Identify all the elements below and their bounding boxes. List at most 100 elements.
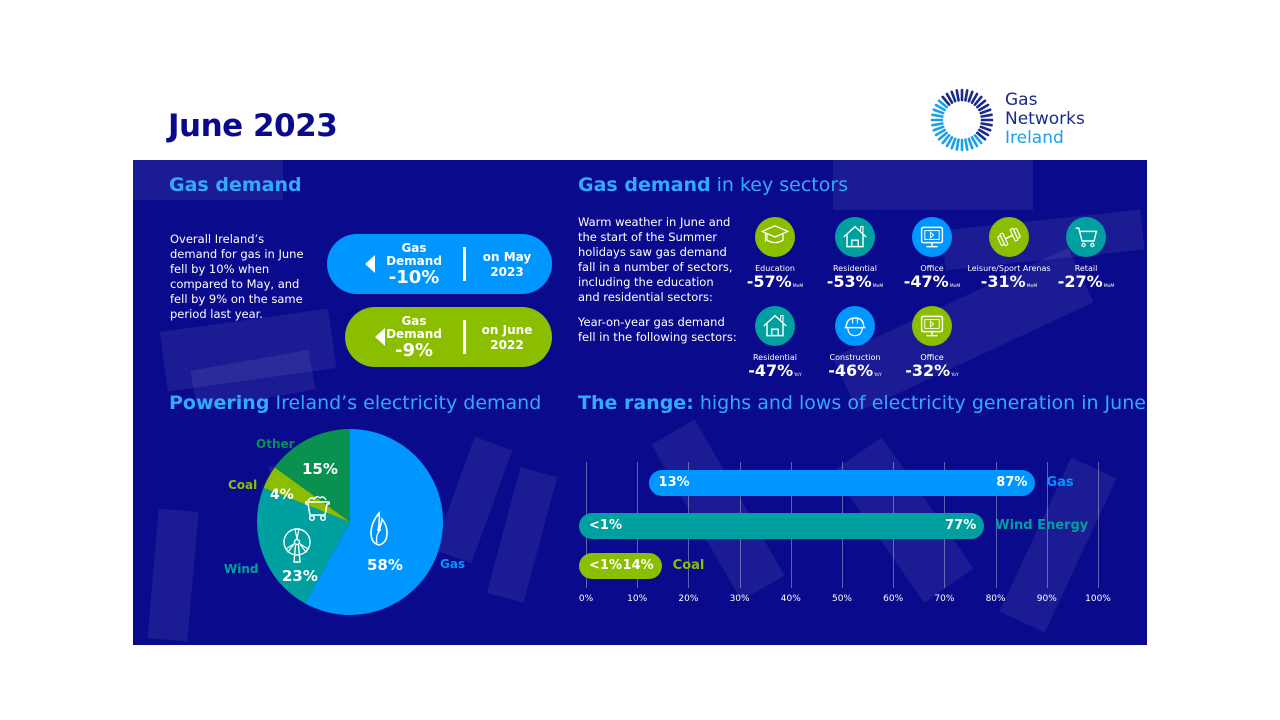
logo-ray bbox=[931, 122, 944, 127]
gas-demand-heading: Gas demand bbox=[169, 174, 302, 196]
sectors-mom-description: Warm weather in June and the start of th… bbox=[578, 215, 733, 304]
pill-period-line-1: on May bbox=[482, 250, 532, 264]
range-bar-gas: 13% 87% bbox=[648, 470, 1036, 496]
sectors-yoy-description: Year-on-year gas demand fell in the foll… bbox=[578, 315, 737, 344]
pill-label: Gas Demand -9% bbox=[382, 314, 446, 361]
pill-divider bbox=[463, 247, 466, 281]
sector-item: Office -32%YoY bbox=[877, 306, 987, 384]
pie-slice-other bbox=[274, 429, 350, 522]
logo-ray bbox=[979, 108, 992, 115]
sector-item: Residential -47%YoY bbox=[720, 306, 830, 384]
hard-hat-icon bbox=[835, 306, 875, 346]
logo-ray bbox=[978, 103, 990, 112]
sector-suffix: YoY bbox=[794, 373, 802, 378]
logo-ray bbox=[970, 92, 979, 104]
coal-cart-icon bbox=[305, 496, 330, 522]
pill-label-line-1: Gas bbox=[401, 241, 427, 255]
sector-value: -27%MoM bbox=[1057, 272, 1115, 291]
monitor-icon bbox=[912, 217, 952, 257]
sector-name: Education bbox=[755, 264, 795, 273]
logo-ray bbox=[964, 89, 969, 102]
x-tick-label: 30% bbox=[729, 594, 750, 604]
pill-value: -10% bbox=[388, 267, 440, 288]
range-low-label: <1% bbox=[589, 558, 622, 573]
logo-line-1: Gas bbox=[1005, 90, 1038, 110]
pie-value-gas: 58% bbox=[367, 556, 403, 574]
logo-ray bbox=[973, 95, 983, 106]
sector-value: -31%MoM bbox=[980, 272, 1038, 291]
sector-item: Construction -46%YoY bbox=[800, 306, 910, 384]
range-series-label: Wind Energy bbox=[995, 518, 1089, 533]
logo-ray bbox=[976, 131, 987, 141]
sector-name: Construction bbox=[829, 353, 881, 362]
sector-value: -47%YoY bbox=[748, 361, 802, 380]
logo-line-2: Networks bbox=[1005, 109, 1085, 129]
pie-label-gas: Gas bbox=[440, 557, 466, 571]
pill-label-line-1: Gas bbox=[401, 314, 427, 328]
pill-label: Gas Demand -10% bbox=[382, 241, 446, 288]
logo-ray bbox=[945, 136, 954, 148]
x-tick-label: 100% bbox=[1085, 594, 1111, 604]
range-high-label: 14% bbox=[622, 558, 654, 573]
sector-suffix: YoY bbox=[951, 373, 959, 378]
sector-item: Retail -27%MoM bbox=[1031, 217, 1141, 295]
wind-turbine-icon bbox=[283, 528, 311, 563]
logo-ray bbox=[937, 131, 948, 141]
pill-period-line-2: 2023 bbox=[490, 265, 524, 279]
range-low-label: <1% bbox=[589, 518, 622, 533]
decorative-shape bbox=[833, 160, 1033, 210]
x-tick-label: 80% bbox=[985, 594, 1006, 604]
sector-item: Education -57%MoM bbox=[720, 217, 830, 295]
page-title: June 2023 bbox=[168, 108, 338, 144]
logo-ray bbox=[978, 128, 990, 137]
logo-ray bbox=[941, 95, 951, 106]
flame-icon bbox=[370, 511, 388, 546]
range-bar-coal: <1% 14% bbox=[579, 553, 662, 579]
x-tick-label: 50% bbox=[831, 594, 852, 604]
x-tick-label: 20% bbox=[678, 594, 699, 604]
range-high-label: 77% bbox=[945, 518, 977, 533]
sector-name: Residential bbox=[752, 353, 798, 362]
pill-label-line-2: Demand bbox=[386, 327, 442, 341]
pill-value: -9% bbox=[394, 340, 434, 361]
range-high-label: 87% bbox=[996, 475, 1028, 490]
pie-chart-title: Powering Ireland’s electricity demand bbox=[169, 392, 541, 414]
logo-ray bbox=[950, 90, 957, 103]
sector-name: Retail bbox=[1074, 264, 1098, 273]
grid-line bbox=[1046, 462, 1048, 588]
range-low-label: 13% bbox=[658, 475, 690, 490]
range-series-label: Gas bbox=[1046, 475, 1074, 490]
sector-suffix: MoM bbox=[792, 284, 804, 289]
sectors-heading-light: in key sectors bbox=[710, 174, 849, 196]
grid-line bbox=[1098, 462, 1099, 588]
grid-line bbox=[995, 462, 997, 588]
logo-ray bbox=[980, 113, 993, 118]
sector-name: Leisure/Sport Arenas bbox=[967, 264, 1051, 273]
pie-title-bold: Powering bbox=[169, 392, 270, 414]
pill-period: on June 2022 bbox=[475, 323, 539, 353]
logo-ray bbox=[976, 99, 987, 109]
pie-value-other: 15% bbox=[302, 460, 338, 478]
arrow-left-icon bbox=[375, 328, 385, 346]
logo-ray bbox=[979, 125, 992, 132]
logo-ray bbox=[937, 99, 948, 109]
logo-ray bbox=[967, 90, 974, 103]
graduation-cap-icon bbox=[755, 217, 795, 257]
logo-ray bbox=[964, 138, 969, 151]
sectors-heading-bold: Gas demand bbox=[578, 174, 711, 196]
logo-ray bbox=[980, 122, 993, 127]
sector-suffix: MoM bbox=[1103, 284, 1115, 289]
sector-item: Residential -53%MoM bbox=[800, 217, 910, 295]
pill-period-line-2: 2022 bbox=[490, 338, 524, 352]
arrow-left-icon bbox=[365, 255, 375, 273]
pie-value-coal: 4% bbox=[270, 487, 294, 503]
logo-ray bbox=[973, 134, 983, 145]
logo-ray bbox=[941, 134, 951, 145]
logo-ray bbox=[931, 113, 944, 118]
sector-value: -46%YoY bbox=[828, 361, 882, 380]
x-tick-label: 90% bbox=[1036, 594, 1057, 604]
x-tick-label: 70% bbox=[934, 594, 955, 604]
shopping-cart-icon bbox=[1066, 217, 1106, 257]
sector-suffix: MoM bbox=[949, 284, 961, 289]
